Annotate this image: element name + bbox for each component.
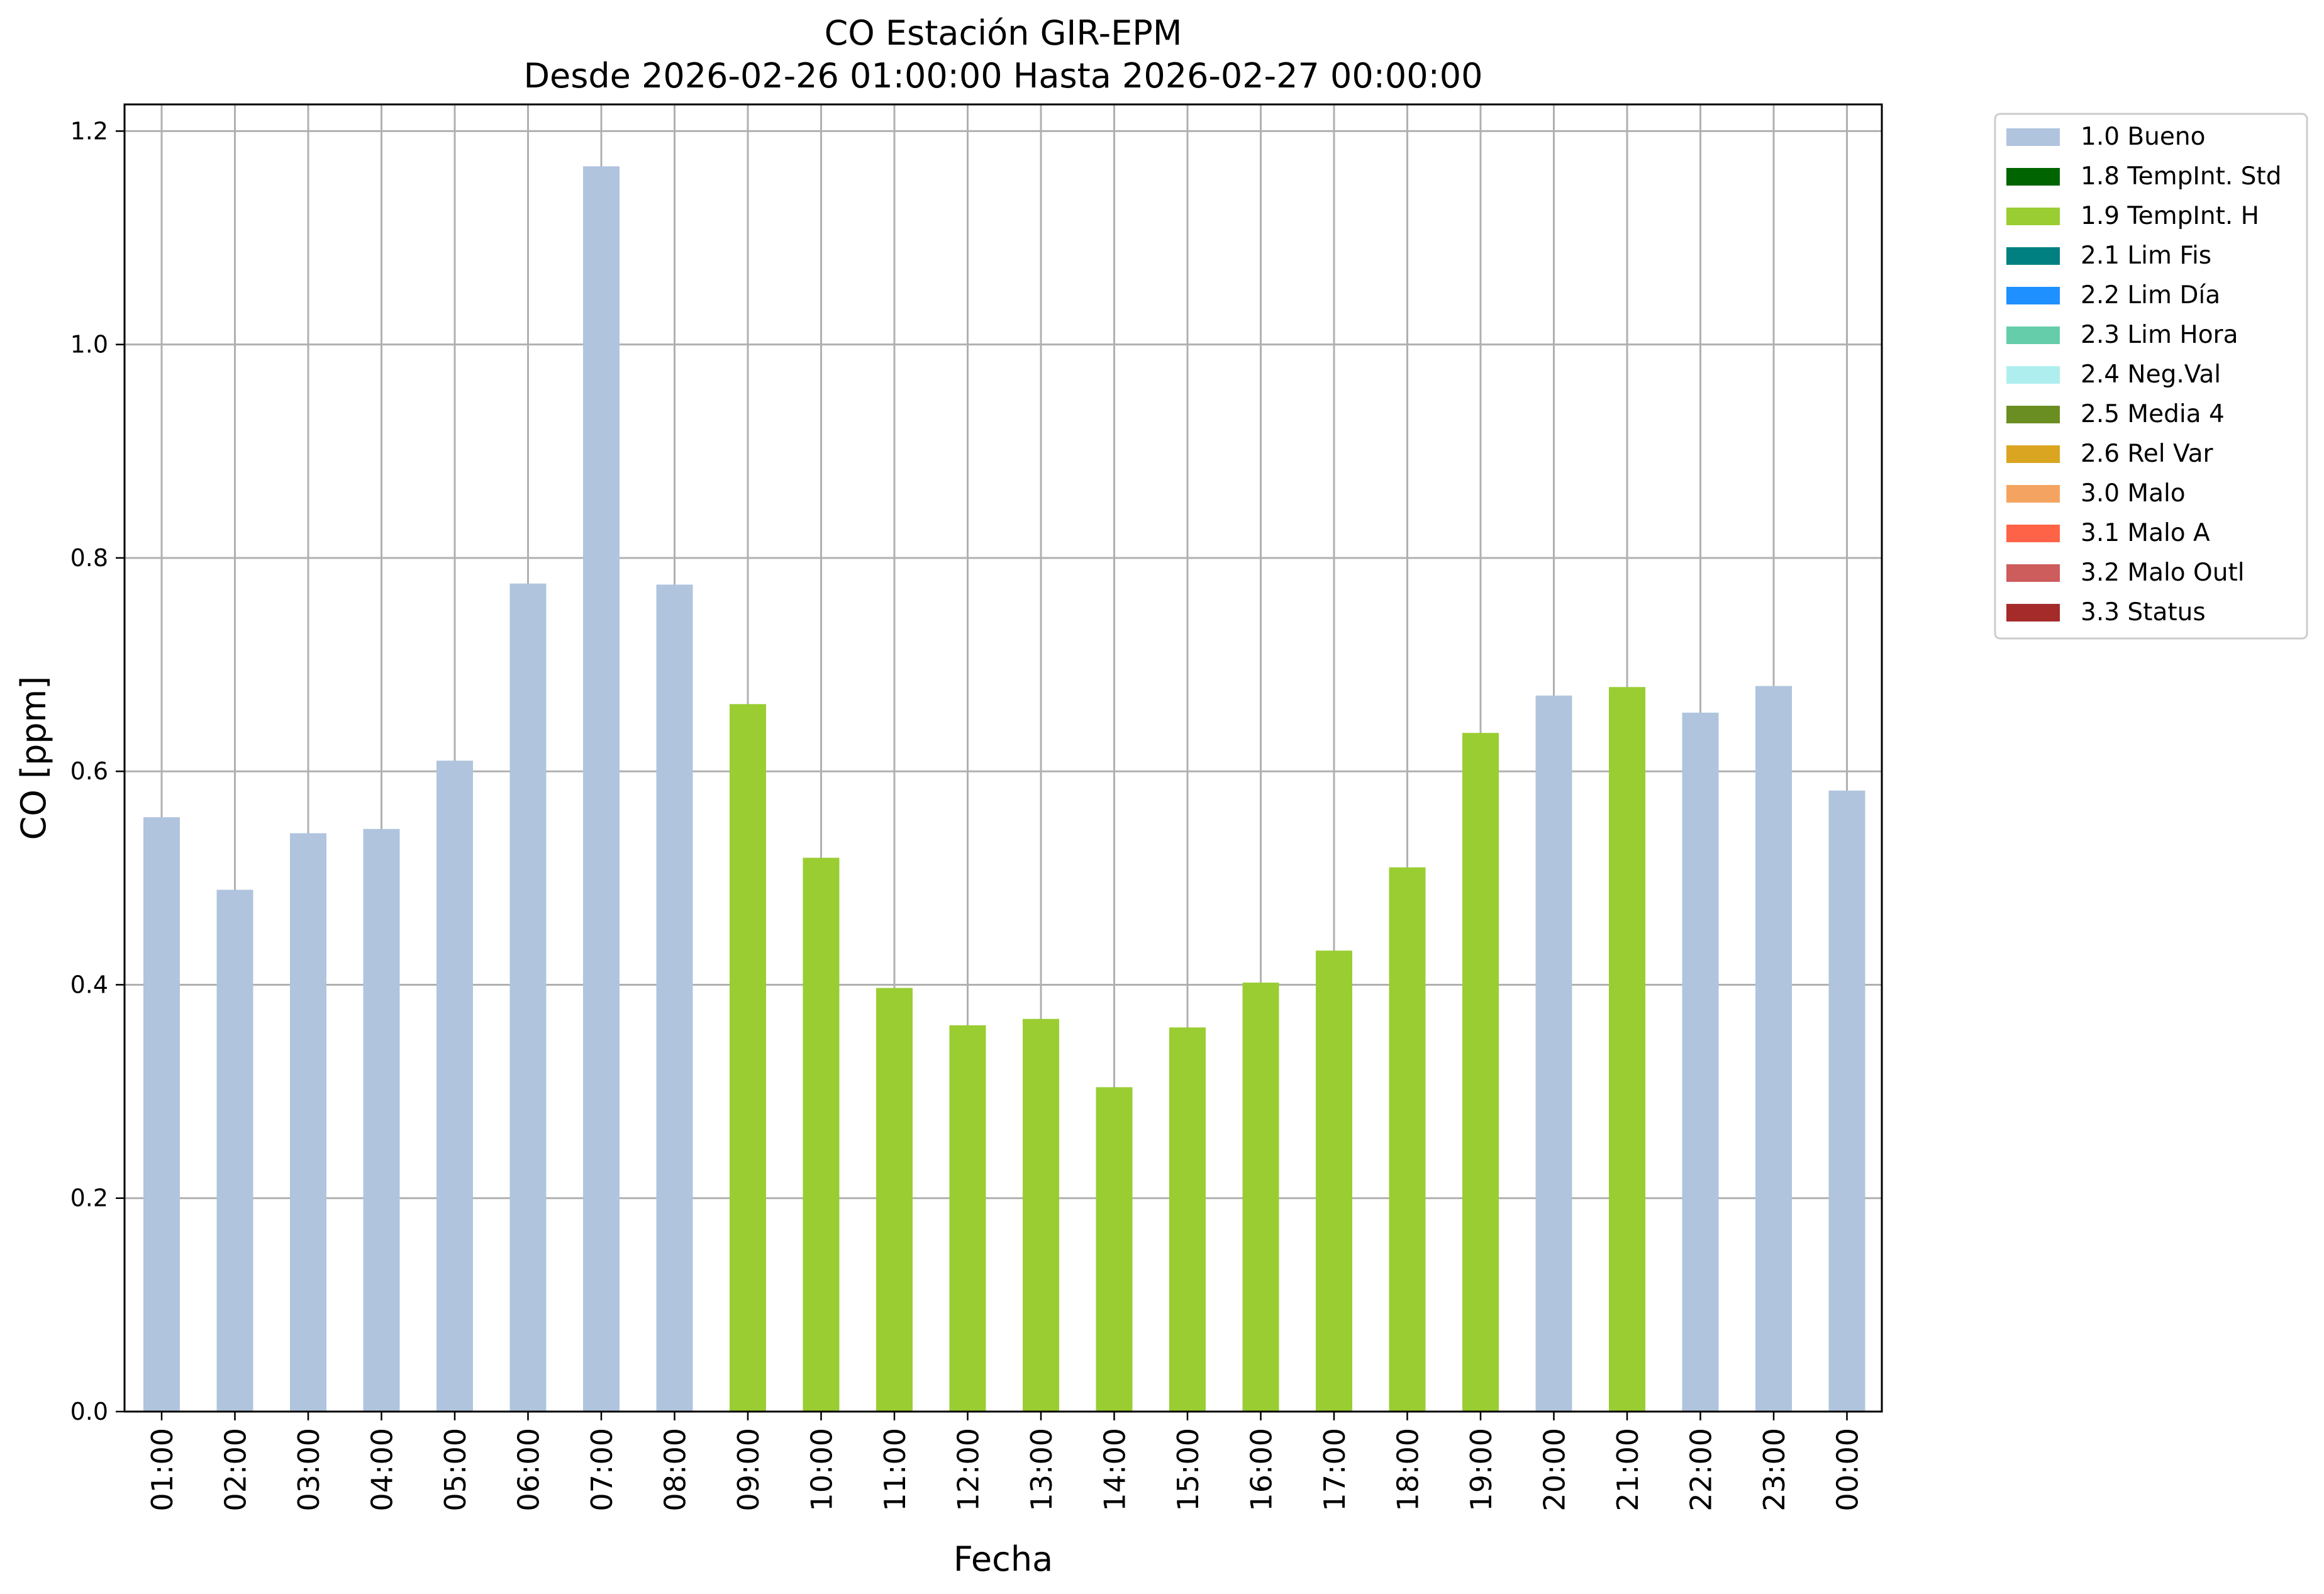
legend-label: 2.2 Lim Día (2081, 281, 2220, 309)
x-axis: 01:00 02:00 03:00 04:00 05:00 06:00 07:00 08:00… (145, 1412, 1865, 1512)
legend-swatch (2006, 525, 2060, 542)
legend-label: 2.1 Lim Fis (2081, 242, 2211, 270)
bar-03:00 (290, 833, 326, 1412)
y-tick-label: 1.0 (70, 331, 108, 359)
x-tick-label: 04:00 (365, 1428, 399, 1512)
x-tick-label: 03:00 (292, 1428, 326, 1512)
chart-title-line1: CO Estación GIR-EPM (825, 13, 1182, 53)
legend-swatch (2006, 366, 2060, 384)
bar-10:00 (803, 857, 840, 1412)
x-axis-label: Fecha (954, 1539, 1053, 1579)
legend-swatch (2006, 445, 2060, 463)
legend-label: 1.0 Bueno (2081, 123, 2205, 151)
y-tick-label: 1.2 (70, 117, 108, 145)
legend-swatch (2006, 604, 2060, 621)
x-tick-label: 08:00 (659, 1428, 692, 1512)
bar-16:00 (1242, 983, 1279, 1412)
legend-label: 2.6 Rel Var (2081, 440, 2214, 468)
y-axis: 0.0 0.2 0.4 0.6 0.8 1.0 1.2 (70, 117, 125, 1425)
y-axis-label: CO [ppm] (14, 676, 53, 840)
x-tick-label: 14:00 (1098, 1428, 1132, 1512)
bar-13:00 (1023, 1018, 1059, 1412)
bar-22:00 (1682, 712, 1719, 1412)
bar-02:00 (216, 889, 253, 1412)
legend-swatch (2006, 128, 2060, 146)
x-tick-label: 22:00 (1684, 1428, 1718, 1512)
bar-04:00 (363, 828, 400, 1412)
legend-label: 1.8 TempInt. Std (2081, 162, 2281, 191)
legend-swatch (2006, 168, 2060, 186)
y-tick-label: 0.0 (70, 1398, 108, 1425)
x-tick-label: 19:00 (1464, 1428, 1498, 1512)
legend-label: 3.0 Malo (2081, 479, 2186, 508)
bar-17:00 (1316, 950, 1352, 1412)
legend-swatch (2006, 406, 2060, 423)
y-tick-label: 0.2 (70, 1184, 108, 1212)
bars (143, 166, 1865, 1412)
legend-swatch (2006, 326, 2060, 344)
bar-21:00 (1609, 687, 1645, 1412)
x-tick-label: 10:00 (805, 1428, 839, 1512)
bar-20:00 (1535, 695, 1572, 1412)
x-tick-label: 01:00 (145, 1428, 179, 1512)
legend-label: 2.4 Neg.Val (2081, 360, 2221, 389)
legend-label: 3.2 Malo Outl (2081, 559, 2245, 587)
x-tick-label: 23:00 (1757, 1428, 1791, 1512)
legend-swatch (2006, 485, 2060, 503)
bar-05:00 (436, 761, 473, 1412)
x-tick-label: 18:00 (1391, 1428, 1425, 1512)
legend-swatch (2006, 208, 2060, 225)
x-tick-label: 09:00 (731, 1428, 765, 1512)
bar-00:00 (1828, 790, 1865, 1412)
x-tick-label: 11:00 (878, 1428, 912, 1512)
bar-01:00 (143, 817, 180, 1412)
legend-swatch (2006, 247, 2060, 265)
y-tick-label: 0.8 (70, 544, 108, 572)
legend: 1.0 Bueno 1.8 TempInt. Std 1.9 TempInt. H 2… (1994, 113, 2308, 640)
bar-14:00 (1096, 1087, 1133, 1412)
legend-frame (1994, 113, 2308, 640)
bar-12:00 (949, 1025, 986, 1412)
x-tick-label: 20:00 (1538, 1428, 1572, 1512)
legend-label: 3.1 Malo A (2081, 519, 2210, 547)
plot-area-frame (123, 103, 1883, 1413)
x-tick-label: 21:00 (1611, 1428, 1645, 1512)
bar-06:00 (509, 583, 547, 1412)
x-tick-label: 13:00 (1025, 1428, 1059, 1512)
x-tick-label: 00:00 (1831, 1428, 1865, 1512)
x-tick-label: 12:00 (952, 1428, 986, 1512)
y-tick-label: 0.4 (70, 971, 108, 998)
bar-15:00 (1169, 1027, 1206, 1412)
legend-label: 3.3 Status (2081, 598, 2206, 627)
y-tick-label: 0.6 (70, 757, 108, 785)
x-tick-label: 16:00 (1245, 1428, 1279, 1512)
x-tick-label: 02:00 (219, 1428, 253, 1512)
bar-08:00 (656, 584, 693, 1412)
bar-19:00 (1462, 733, 1499, 1412)
x-tick-label: 15:00 (1171, 1428, 1205, 1512)
legend-swatch (2006, 564, 2060, 582)
bar-07:00 (583, 166, 620, 1412)
legend-label: 2.3 Lim Hora (2081, 321, 2238, 349)
bar-11:00 (876, 988, 913, 1412)
bar-23:00 (1755, 686, 1792, 1412)
bar-18:00 (1389, 867, 1426, 1412)
legend-label: 1.9 TempInt. H (2081, 202, 2259, 230)
legend-swatch (2006, 287, 2060, 304)
x-tick-label: 06:00 (512, 1428, 546, 1512)
bar-09:00 (730, 704, 766, 1412)
x-tick-label: 05:00 (438, 1428, 472, 1512)
x-tick-label: 17:00 (1318, 1428, 1352, 1512)
chart-title-line2: Desde 2026-02-26 01:00:00 Hasta 2026-02-… (523, 56, 1482, 96)
x-tick-label: 07:00 (585, 1428, 619, 1512)
legend-label: 2.5 Media 4 (2081, 400, 2225, 428)
